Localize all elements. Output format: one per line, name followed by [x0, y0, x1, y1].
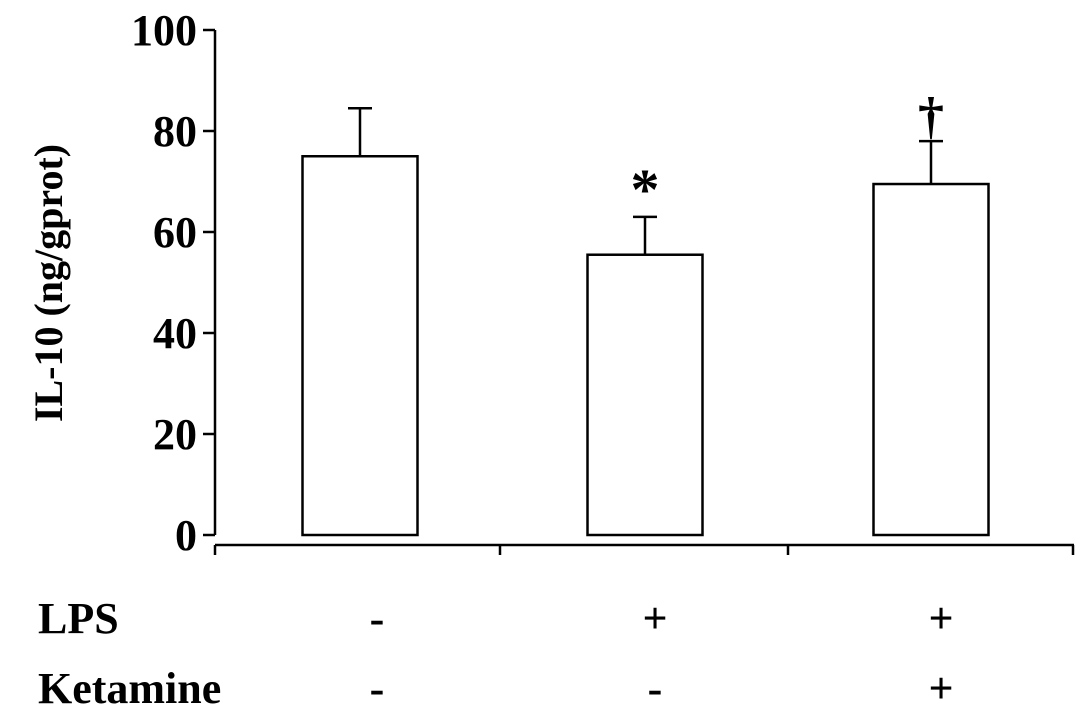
condition-row-label: Ketamine	[38, 664, 221, 713]
bar	[586, 253, 704, 537]
condition-mark: +	[928, 594, 953, 643]
condition-mark: +	[642, 594, 667, 643]
y-tick-label: 60	[153, 208, 197, 257]
y-tick-label: 100	[131, 6, 197, 55]
y-tick-label: 40	[153, 309, 197, 358]
x-axis	[213, 543, 1075, 555]
significance-marker: †	[918, 88, 944, 145]
bar	[872, 182, 990, 537]
y-tick-label: 80	[153, 107, 197, 156]
condition-table: LPS - + + Ketamine - - +	[38, 594, 954, 713]
y-axis-label: IL-10 (ng/gprot)	[26, 144, 71, 422]
bar	[301, 155, 419, 537]
condition-mark: -	[370, 594, 385, 643]
condition-row-label: LPS	[38, 594, 119, 643]
y-axis: 0 20 40 60 80 100	[131, 6, 217, 560]
condition-mark: +	[928, 664, 953, 713]
condition-mark: -	[648, 664, 663, 713]
condition-mark: -	[370, 664, 385, 713]
significance-annotations: *†	[631, 88, 945, 222]
error-bars	[348, 107, 943, 255]
bars	[301, 155, 990, 537]
y-tick-label: 20	[153, 410, 197, 459]
y-tick-label: 0	[175, 511, 197, 560]
significance-marker: *	[631, 157, 660, 222]
